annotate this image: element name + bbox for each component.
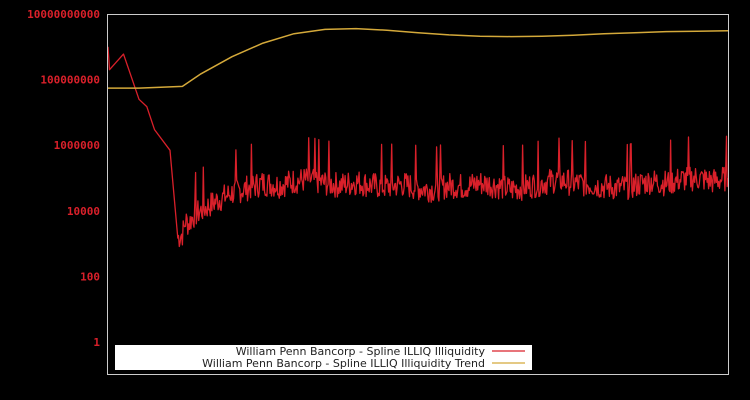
series-line-illiquidity [107,46,729,248]
legend-label-illiquidity: William Penn Bancorp - Spline ILLIQ Illi… [236,345,486,358]
y-tick-label: 10000000000 [27,8,100,21]
series-group [107,27,729,248]
y-tick-label: 1 [93,336,100,349]
plot-frame [107,14,729,375]
y-tick-label: 100000000 [40,74,100,87]
y-tick-label: 1000000 [54,139,100,152]
y-tick-label: 10000 [67,205,100,218]
legend-label-trend: William Penn Bancorp - Spline ILLIQ Illi… [202,357,485,370]
y-tick-label: 100 [80,270,100,283]
y-axis-ticks: 10000000000 100000000 1000000 10000 100 1 [27,8,100,349]
legend-box [115,345,532,370]
series-line-trend [108,27,729,89]
legend: William Penn Bancorp - Spline ILLIQ Illi… [115,345,532,370]
